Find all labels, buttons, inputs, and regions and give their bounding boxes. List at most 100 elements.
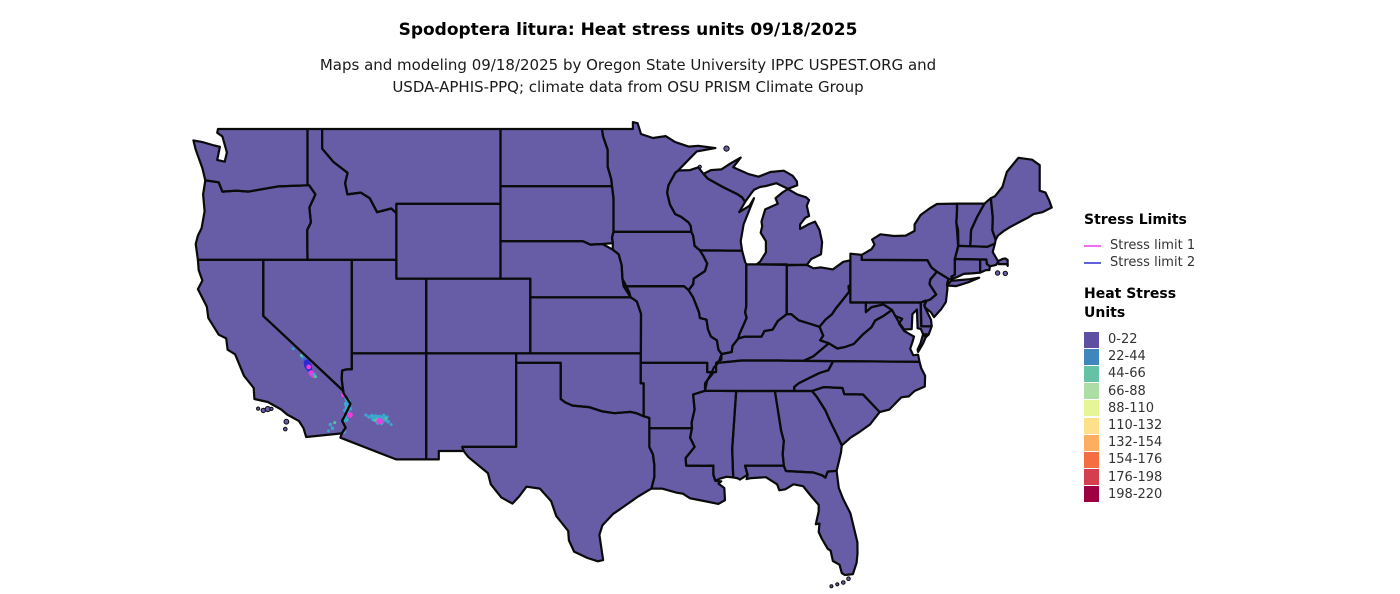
state-border-vt	[955, 202, 986, 248]
island	[1002, 270, 1008, 277]
class-swatch-176-198	[1084, 469, 1099, 486]
class-swatch-154-176	[1084, 451, 1099, 468]
state-nd	[500, 129, 612, 187]
state-mt	[322, 129, 501, 214]
legend-class-row: 22-44	[1084, 348, 1264, 365]
island	[846, 576, 851, 582]
class-label: 198-220	[1108, 486, 1163, 502]
class-label: 132-154	[1108, 435, 1163, 451]
island	[283, 426, 288, 432]
stress-limit-2-line-icon	[1084, 261, 1101, 264]
legend-class-row: 132-154	[1084, 434, 1264, 451]
class-swatch-0-22	[1084, 331, 1099, 348]
state-ia	[612, 231, 708, 291]
heat-unit-cell	[384, 417, 388, 420]
class-swatch-198-220	[1084, 486, 1099, 503]
state-ut	[351, 259, 427, 354]
page-subtitle: Maps and modeling 09/18/2025 by Oregon S…	[0, 54, 1256, 98]
state-mn	[601, 122, 716, 232]
heat-unit-cell	[328, 422, 333, 427]
heat-unit-cell	[364, 413, 368, 417]
heat-unit-cell	[386, 419, 391, 424]
heat-unit-cell	[344, 417, 349, 422]
class-label: 0-22	[1108, 332, 1138, 348]
state-wv	[819, 285, 892, 349]
state-ar	[640, 362, 714, 429]
stress-limit-1-contour	[376, 417, 383, 425]
state-ok	[516, 353, 644, 417]
state-border-long_island	[946, 276, 981, 288]
state-wa	[193, 129, 308, 192]
state-nm	[426, 353, 517, 460]
legend-class-row: 110-132	[1084, 417, 1264, 434]
state-ga	[774, 391, 842, 478]
island	[283, 418, 290, 425]
legend-class-row: 66-88	[1084, 383, 1264, 400]
state-sd	[500, 186, 614, 245]
stress-limit-1-line-icon	[1084, 244, 1101, 247]
island	[829, 584, 834, 589]
heat-unit-cell	[373, 418, 377, 422]
state-tn	[705, 360, 834, 391]
heat-unit-cell	[389, 423, 393, 426]
class-swatch-66-88	[1084, 383, 1099, 400]
stress-limit-1-contour	[347, 412, 353, 418]
island	[256, 406, 261, 411]
state-border-az	[339, 352, 428, 461]
stress-limits-legend-title: Stress Limits	[1084, 212, 1187, 228]
state-ma	[954, 243, 1008, 267]
heat-unit-cell	[333, 421, 337, 425]
heat-unit-cell	[382, 413, 386, 417]
class-swatch-88-110	[1084, 400, 1099, 417]
state-co	[426, 278, 531, 354]
class-label: 110-132	[1108, 418, 1163, 434]
island	[841, 580, 846, 585]
heat-unit-cell	[291, 347, 295, 351]
state-mi_up	[703, 157, 798, 202]
state-border-mi_up	[702, 156, 799, 203]
state-wy	[396, 203, 501, 279]
class-swatch-110-132	[1084, 417, 1099, 434]
heat-unit-cell	[313, 375, 317, 379]
state-ct	[951, 259, 981, 279]
island	[723, 145, 730, 152]
state-ky	[718, 314, 829, 363]
state-in	[738, 264, 787, 339]
heat-title-line-2: Units	[1084, 305, 1126, 321]
state-nh	[970, 198, 996, 247]
class-label: 176-198	[1108, 469, 1163, 485]
state-border-va_shore	[916, 333, 930, 353]
class-swatch-22-44	[1084, 348, 1099, 365]
stress-limit-1-label: Stress limit 1	[1110, 238, 1196, 253]
page-title: Spodoptera litura: Heat stress units 09/…	[398, 20, 858, 40]
state-fl	[745, 465, 858, 575]
legend-class-row: 198-220	[1084, 486, 1264, 503]
subtitle-line-2: USDA-APHIS-PPQ; climate data from OSU PR…	[392, 78, 864, 96]
state-border-tx	[461, 361, 656, 563]
state-de	[920, 300, 932, 327]
heat-stress-class-list: 0-22 22-44 44-66 66-88 88-110 110-132 13…	[1084, 331, 1264, 503]
legend-class-row: 0-22	[1084, 331, 1264, 348]
class-label: 66-88	[1108, 383, 1146, 399]
state-il	[688, 250, 747, 354]
legend-class-row: 88-110	[1084, 400, 1264, 417]
state-az	[340, 353, 427, 460]
map-legend: Stress Limits Stress limit 1 Stress limi…	[1084, 212, 1264, 503]
legend-item-stress-limit-1: Stress limit 1	[1084, 237, 1264, 254]
state-border-nc	[793, 360, 927, 414]
legend-class-row: 44-66	[1084, 365, 1264, 382]
state-ms	[685, 390, 737, 481]
heat-unit-cell	[330, 426, 335, 431]
state-border-md	[864, 301, 933, 339]
heat-unit-cell	[299, 354, 303, 358]
island	[835, 582, 840, 587]
island	[994, 270, 1001, 276]
state-or	[195, 180, 316, 260]
heat-unit-cell	[327, 429, 330, 433]
state-me	[990, 157, 1052, 240]
state-wi	[667, 167, 754, 251]
state-border-fl	[744, 464, 859, 577]
state-ca	[197, 259, 351, 437]
state-nv	[263, 259, 352, 391]
